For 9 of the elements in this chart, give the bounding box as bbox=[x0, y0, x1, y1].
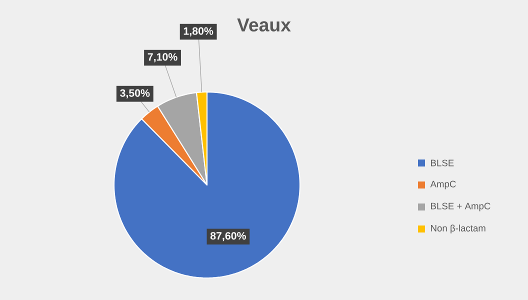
chart-title: Veaux bbox=[237, 18, 291, 32]
data-label: 87,60% bbox=[210, 232, 246, 242]
legend-label: Non β-lactam bbox=[431, 224, 486, 234]
legend-label: BLSE + AmpC bbox=[431, 202, 490, 212]
data-label: 7,10% bbox=[148, 53, 178, 62]
legend-label: BLSE bbox=[431, 160, 454, 166]
data-label: 1,80% bbox=[184, 27, 214, 36]
legend-label: AmpC bbox=[430, 180, 456, 190]
data-label: 3,50% bbox=[120, 89, 150, 98]
